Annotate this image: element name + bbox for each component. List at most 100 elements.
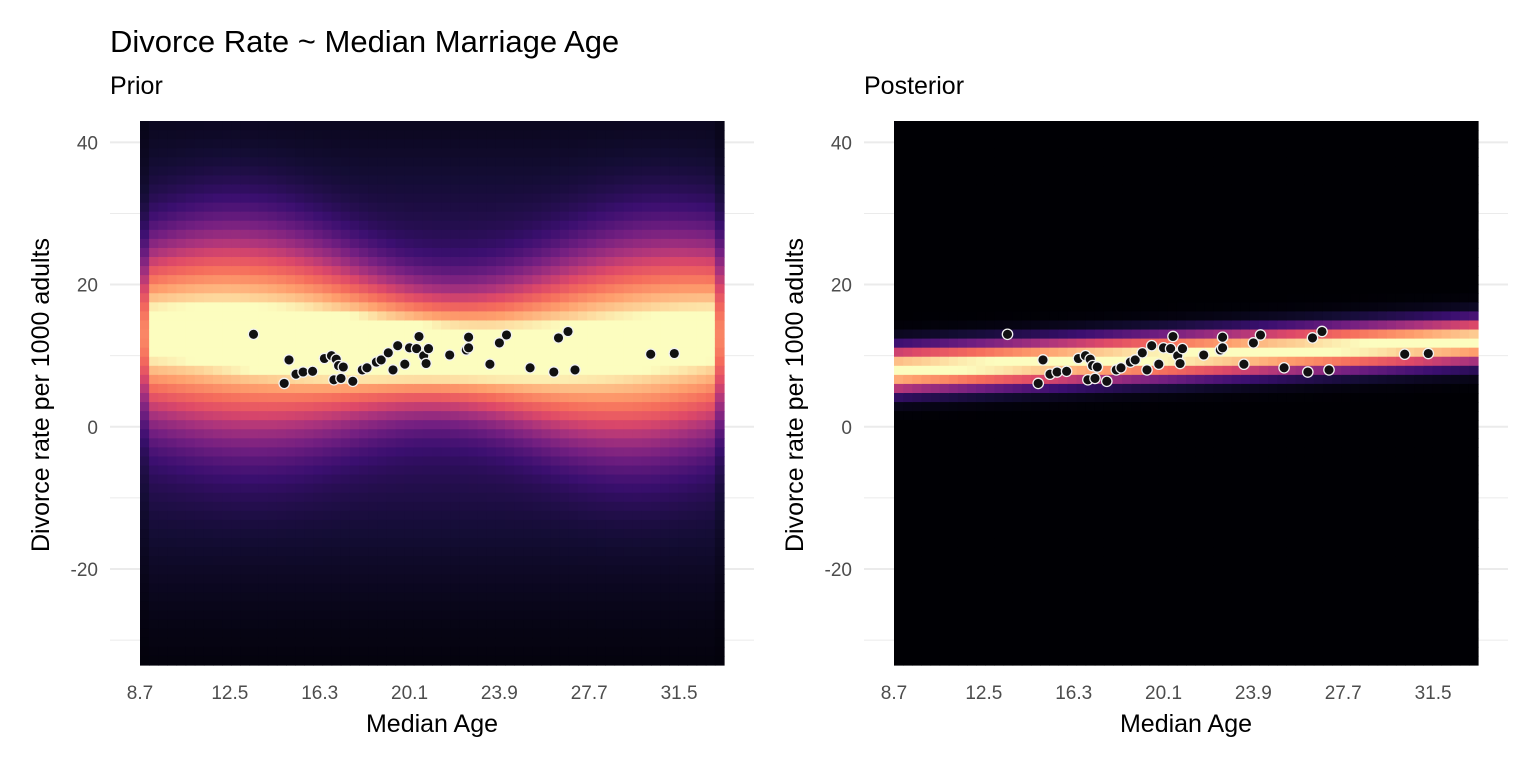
prior-density-cell bbox=[450, 510, 460, 521]
prior-density-cell bbox=[541, 356, 552, 367]
prior-density-cell bbox=[359, 193, 369, 204]
posterior-density-cell bbox=[994, 438, 1005, 448]
posterior-density-cell bbox=[894, 311, 904, 322]
prior-density-cell bbox=[176, 338, 187, 349]
posterior-density-cell bbox=[985, 275, 995, 285]
prior-density-cell bbox=[578, 438, 588, 448]
prior-density-cell bbox=[404, 610, 415, 621]
posterior-density-cell bbox=[976, 465, 986, 476]
prior-density-cell bbox=[669, 193, 679, 204]
prior-density-cell bbox=[468, 655, 479, 666]
prior-density-cell bbox=[632, 646, 643, 657]
posterior-density-cell bbox=[939, 610, 950, 621]
prior-density-cell bbox=[559, 293, 570, 303]
prior-density-cell bbox=[505, 601, 515, 612]
posterior-density-cell bbox=[921, 556, 932, 566]
prior-density-cell bbox=[605, 383, 616, 394]
prior-density-cell bbox=[486, 320, 497, 331]
prior-density-cell bbox=[377, 628, 387, 639]
posterior-density-cell bbox=[939, 420, 950, 430]
posterior-density-cell bbox=[967, 211, 977, 222]
prior-density-cell bbox=[331, 320, 342, 331]
prior-density-cell bbox=[660, 601, 670, 612]
posterior-density-cell bbox=[967, 646, 977, 657]
prior-density-cell bbox=[222, 302, 232, 312]
prior-density-cell bbox=[641, 284, 652, 294]
posterior-density-cell bbox=[967, 619, 977, 630]
prior-density-cell bbox=[295, 655, 305, 666]
prior-density-cell bbox=[568, 510, 579, 521]
prior-density-cell bbox=[194, 538, 205, 548]
prior-density-cell bbox=[486, 383, 497, 394]
posterior-density-cell bbox=[930, 193, 941, 204]
posterior-density-cell bbox=[903, 247, 913, 258]
prior-density-cell bbox=[203, 456, 214, 467]
prior-density-cell bbox=[267, 329, 278, 340]
prior-density-cell bbox=[149, 438, 159, 448]
posterior-density-cell bbox=[912, 139, 922, 149]
prior-density-cell bbox=[596, 130, 606, 140]
prior-density-cell bbox=[313, 501, 324, 512]
posterior-density-cell bbox=[957, 465, 968, 476]
prior-density-cell bbox=[422, 302, 433, 312]
prior-density-cell bbox=[641, 529, 652, 539]
posterior-density-cell bbox=[994, 538, 1005, 548]
prior-density-cell bbox=[359, 293, 369, 303]
prior-density-cell bbox=[578, 429, 588, 439]
posterior-density-cell bbox=[930, 121, 941, 131]
prior-density-cell bbox=[185, 402, 196, 412]
prior-density-cell bbox=[249, 229, 260, 240]
prior-density-cell bbox=[340, 266, 351, 276]
prior-density-cell bbox=[705, 220, 716, 231]
prior-density-cell bbox=[340, 492, 351, 503]
posterior-density-cell bbox=[994, 166, 1005, 176]
prior-density-cell bbox=[632, 329, 643, 340]
prior-density-cell bbox=[651, 646, 661, 657]
prior-density-cell bbox=[687, 393, 698, 403]
prior-density-cell bbox=[276, 447, 287, 458]
prior-density-cell bbox=[149, 619, 159, 630]
prior-density-cell bbox=[185, 329, 196, 340]
prior-density-cell bbox=[459, 637, 470, 648]
prior-density-cell bbox=[313, 411, 324, 421]
prior-density-cell bbox=[304, 583, 314, 594]
prior-density-cell bbox=[404, 655, 415, 666]
posterior-density-cell bbox=[1049, 565, 1059, 575]
prior-density-cell bbox=[578, 565, 588, 575]
prior-density-cell bbox=[286, 157, 296, 167]
prior-density-cell bbox=[258, 655, 269, 666]
prior-density-cell bbox=[450, 329, 460, 340]
prior-density-cell bbox=[295, 438, 305, 448]
posterior-density-cell bbox=[967, 356, 977, 367]
posterior-density-cell bbox=[967, 402, 977, 412]
prior-density-cell bbox=[641, 592, 652, 603]
prior-density-cell bbox=[614, 556, 625, 566]
prior-density-cell bbox=[185, 365, 196, 376]
prior-density-cell bbox=[377, 393, 387, 403]
prior-density-cell bbox=[276, 365, 287, 376]
posterior-density-cell bbox=[985, 266, 995, 276]
prior-data-point bbox=[247, 328, 260, 341]
prior-density-cell bbox=[322, 320, 333, 331]
posterior-density-cell bbox=[894, 438, 904, 448]
prior-density-cell bbox=[614, 574, 625, 584]
posterior-density-cell bbox=[1030, 492, 1041, 503]
posterior-density-cell bbox=[994, 311, 1005, 322]
prior-density-cell bbox=[651, 284, 661, 294]
prior-density-cell bbox=[678, 284, 689, 294]
posterior-density-cell bbox=[903, 238, 913, 249]
prior-density-cell bbox=[322, 411, 333, 421]
prior-density-cell bbox=[203, 565, 214, 575]
posterior-density-cell bbox=[894, 411, 904, 421]
prior-density-cell bbox=[222, 565, 232, 575]
prior-density-cell bbox=[349, 329, 360, 340]
posterior-density-cell bbox=[939, 293, 950, 303]
prior-density-cell bbox=[340, 275, 351, 285]
prior-density-cell bbox=[641, 456, 652, 467]
prior-density-cell bbox=[149, 420, 159, 430]
prior-density-cell bbox=[203, 130, 214, 140]
prior-density-cell bbox=[213, 438, 223, 448]
prior-density-cell bbox=[140, 619, 150, 630]
prior-density-cell bbox=[359, 556, 369, 566]
prior-density-cell bbox=[550, 474, 561, 485]
